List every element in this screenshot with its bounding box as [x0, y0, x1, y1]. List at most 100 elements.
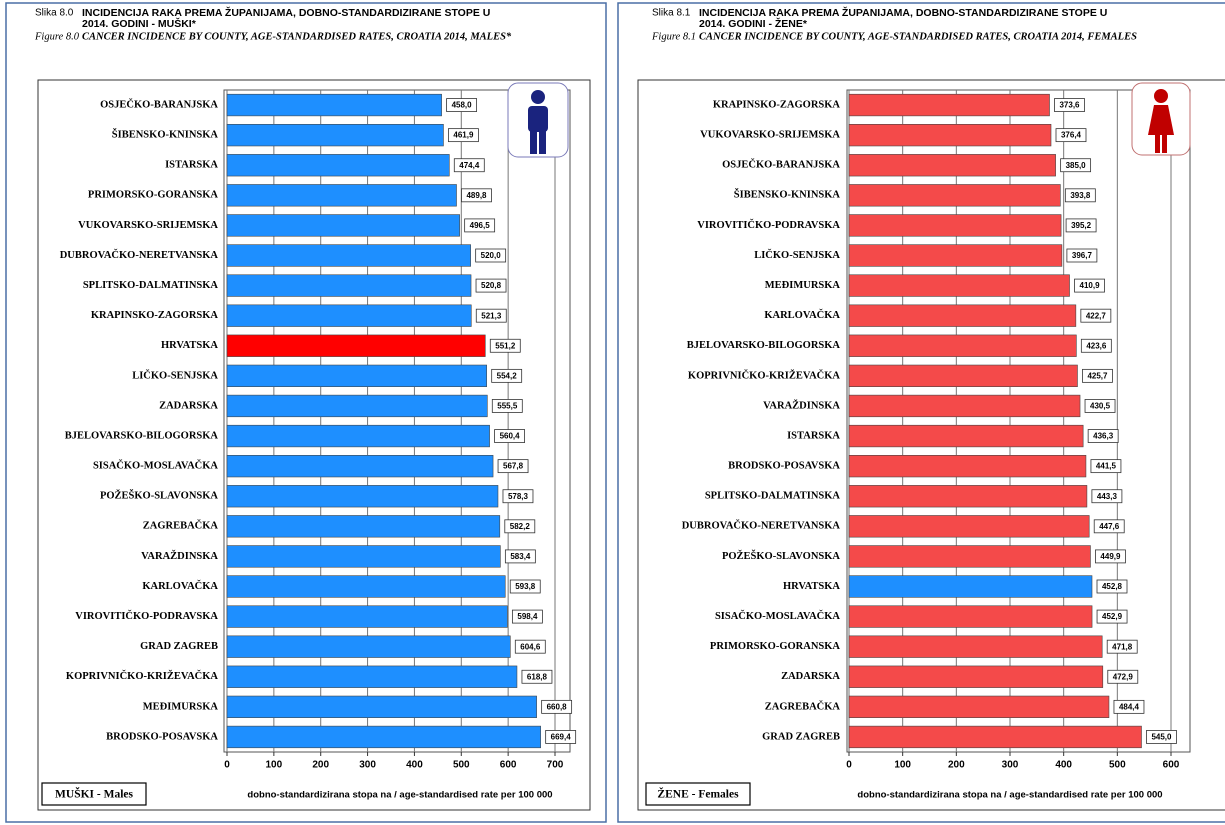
- value-label: 422,7: [1086, 311, 1107, 320]
- value-label: 555,5: [497, 402, 518, 411]
- value-label: 474,4: [459, 161, 480, 170]
- category-label: VARAŽDINSKA: [141, 550, 218, 562]
- category-label: ŠIBENSKO-KNINSKA: [112, 128, 219, 141]
- bar: [226, 184, 457, 207]
- category-label: ZADARSKA: [159, 400, 218, 411]
- value-label-box: [504, 519, 536, 534]
- bar: [226, 214, 460, 237]
- x-tick-label: 100: [266, 760, 283, 771]
- category-label: OSJEČKO-BARANJSKA: [100, 97, 218, 110]
- bar: [226, 394, 488, 418]
- figure-label: Figure 8.0: [34, 31, 80, 42]
- legend-label: ŽENE - Females: [657, 787, 739, 801]
- category-label: MEĐIMURSKA: [143, 701, 219, 712]
- bar: [848, 93, 1050, 117]
- x-tick-label: 100: [894, 760, 911, 771]
- value-label-box: [494, 429, 525, 443]
- value-label-box: [453, 158, 485, 173]
- bar: [226, 545, 501, 568]
- bar: [226, 515, 501, 538]
- figure-number: Slika 8.1: [652, 8, 691, 19]
- category-label: BJELOVARSKO-BILOGORSKA: [65, 430, 219, 441]
- value-label-box: [509, 579, 541, 594]
- bar: [226, 364, 487, 387]
- value-label-box: [1054, 98, 1085, 112]
- value-label: 660,8: [547, 702, 568, 711]
- bar: [848, 455, 1087, 478]
- value-label-box: [514, 639, 546, 654]
- legend-box: [41, 782, 147, 806]
- bar: [848, 364, 1078, 387]
- value-label-box: [1090, 459, 1122, 474]
- bar: [226, 424, 490, 448]
- value-label: 452,9: [1102, 612, 1123, 621]
- category-label: VIROVITIČKO-PODRAVSKA: [75, 609, 218, 622]
- figure-label: Figure 8.1: [651, 31, 696, 42]
- category-label: ZAGREBAČKA: [765, 699, 841, 712]
- value-label-box: [511, 609, 543, 624]
- category-label: VUKOVARSKO-SRIJEMSKA: [78, 220, 218, 231]
- value-label-box: [491, 399, 523, 413]
- bar: [226, 93, 442, 117]
- x-tick-label: 200: [948, 760, 965, 771]
- female-icon: [1131, 82, 1191, 156]
- value-label-box: [475, 248, 507, 263]
- bar: [226, 274, 472, 297]
- value-label: 489,8: [466, 191, 487, 200]
- chart-subtitle: CANCER INCIDENCE BY COUNTY, AGE-STANDARD…: [699, 31, 1137, 42]
- value-label: 545,0: [1151, 733, 1172, 742]
- category-label: ISTARSKA: [787, 430, 840, 441]
- value-label-box: [545, 730, 577, 744]
- value-label: 520,8: [481, 281, 502, 290]
- category-label: GRAD ZAGREB: [762, 731, 840, 742]
- x-axis-label: dobno-standardizirana stopa na / age-sta…: [247, 790, 552, 801]
- value-label: 396,7: [1072, 251, 1093, 260]
- x-tick-label: 200: [312, 760, 329, 771]
- value-label-box: [475, 278, 507, 293]
- category-label: SPLITSKO-DALMATINSKA: [705, 491, 841, 502]
- bar: [226, 695, 537, 718]
- value-label: 458,0: [452, 101, 473, 110]
- bar: [848, 244, 1063, 267]
- value-label: 471,8: [1112, 642, 1133, 651]
- value-label-box: [489, 338, 521, 353]
- value-label-box: [446, 98, 478, 112]
- category-label: OSJEČKO-BARANJSKA: [722, 158, 840, 171]
- chart-title: 2014. GODINI - MUŠKI*: [82, 17, 197, 30]
- x-tick-label: 300: [359, 760, 376, 771]
- value-label-box: [461, 188, 492, 203]
- value-label: 567,8: [503, 462, 524, 471]
- value-label: 578,3: [508, 492, 529, 501]
- bar: [848, 485, 1088, 508]
- bar: [848, 575, 1093, 598]
- category-label: PRIMORSKO-GORANSKA: [88, 190, 219, 201]
- value-label-box: [464, 218, 496, 233]
- value-label: 582,2: [510, 522, 531, 531]
- value-label-box: [475, 308, 507, 323]
- category-label: BRODSKO-POSAVSKA: [106, 731, 218, 742]
- bar: [848, 605, 1093, 628]
- bar: [848, 394, 1081, 418]
- value-label: 373,6: [1059, 101, 1080, 110]
- value-label: 618,8: [527, 672, 548, 681]
- category-label: ZAGREBAČKA: [143, 519, 219, 532]
- value-label: 669,4: [551, 733, 572, 742]
- value-label: 593,8: [515, 582, 536, 591]
- category-label: MEĐIMURSKA: [765, 280, 841, 291]
- category-label: KOPRIVNIČKO-KRIŽEVAČKA: [688, 368, 840, 381]
- value-label: 443,3: [1097, 492, 1118, 501]
- value-label: 583,4: [510, 552, 531, 561]
- value-label-box: [491, 368, 523, 383]
- category-label: DUBROVAČKO-NERETVANSKA: [60, 248, 219, 261]
- value-label-box: [1074, 278, 1105, 293]
- x-tick-label: 500: [453, 760, 470, 771]
- value-label: 436,3: [1093, 432, 1114, 441]
- bar: [226, 635, 511, 658]
- value-label-box: [1093, 519, 1125, 534]
- value-label: 447,6: [1099, 522, 1120, 531]
- value-label: 441,5: [1096, 462, 1117, 471]
- value-label-box: [1091, 489, 1123, 504]
- category-label: HRVATSKA: [783, 581, 840, 592]
- category-label: KOPRIVNIČKO-KRIŽEVAČKA: [66, 669, 218, 682]
